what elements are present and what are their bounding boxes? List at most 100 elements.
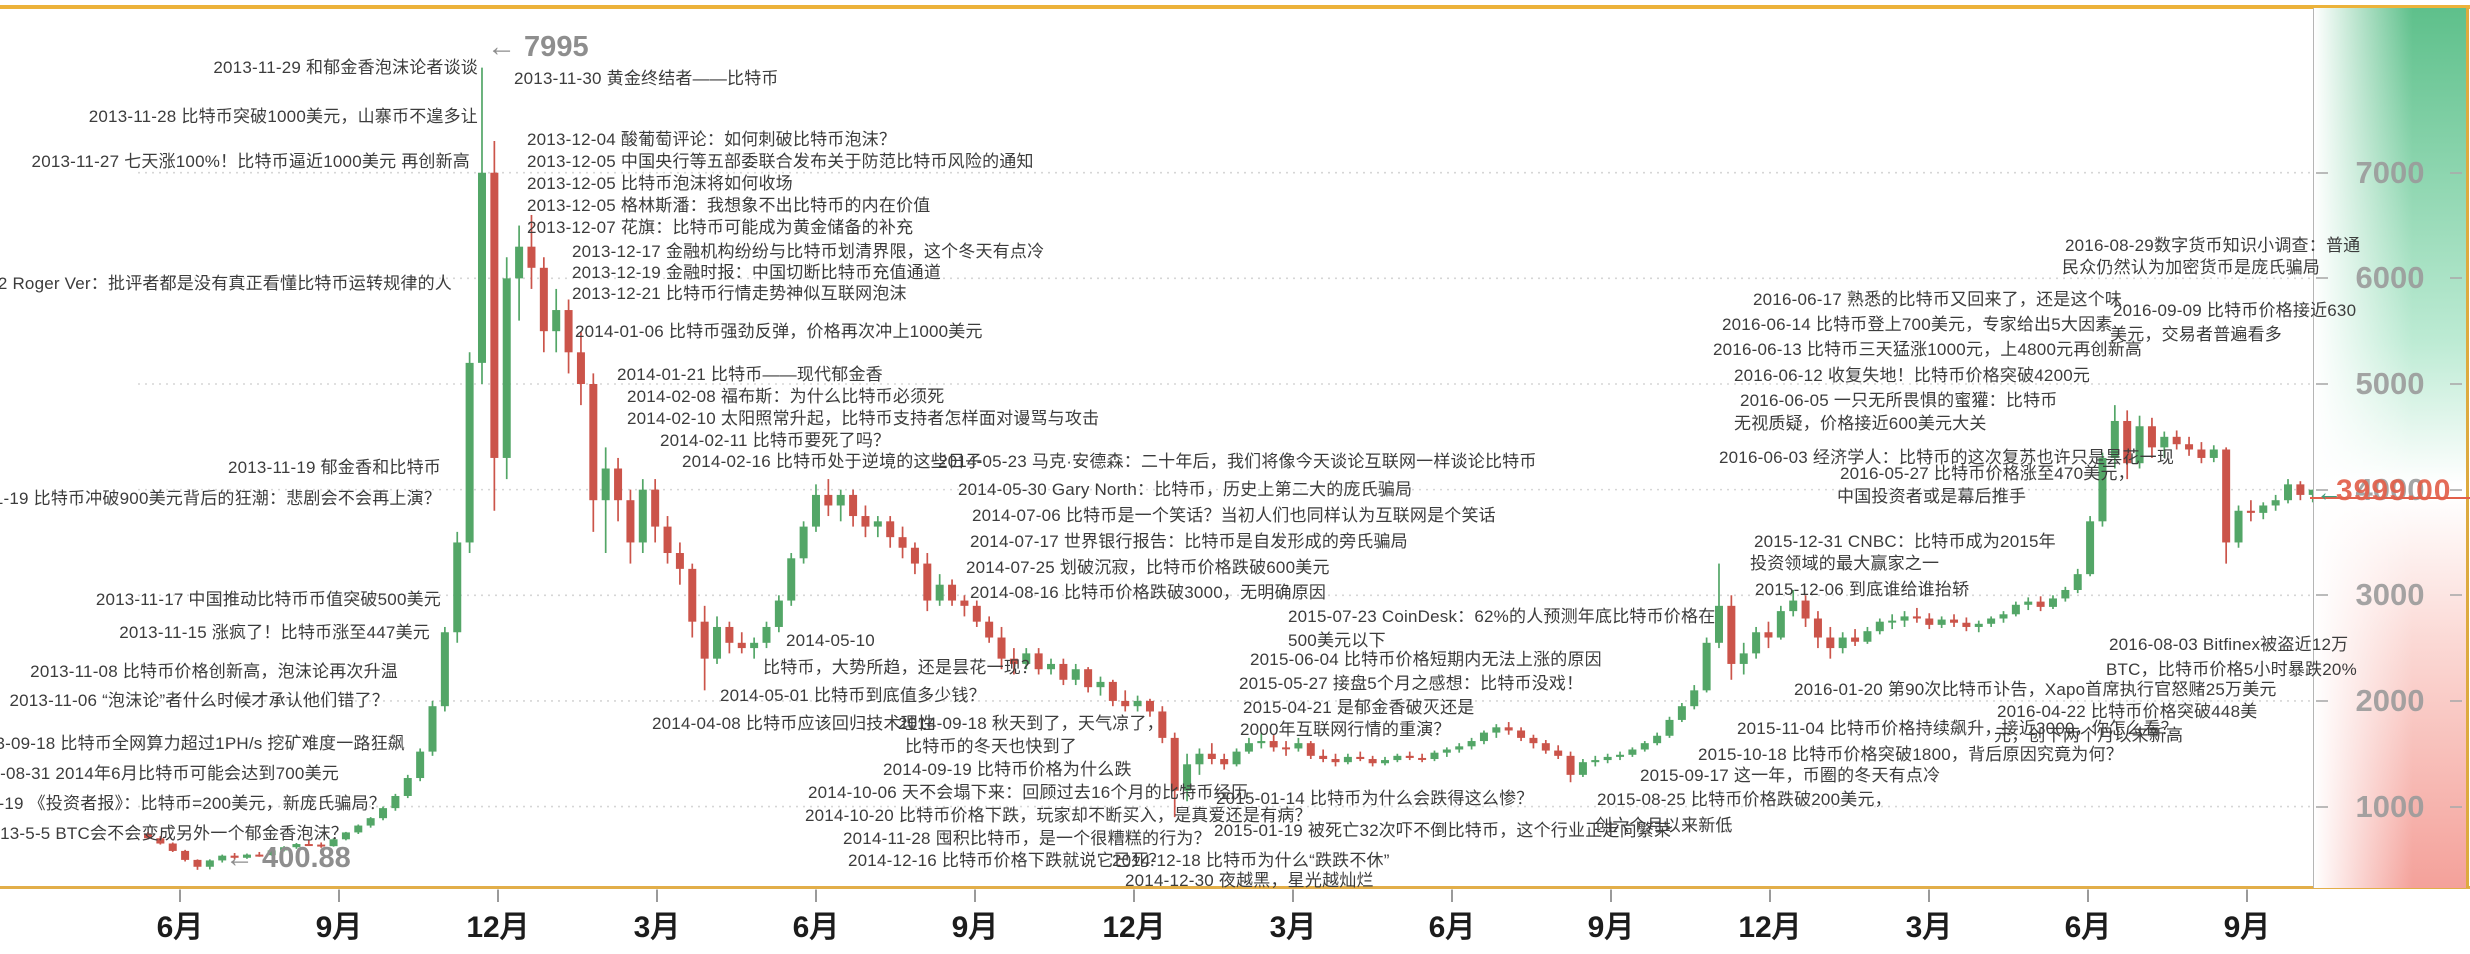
candle-body — [1220, 759, 1229, 765]
candle-body — [688, 568, 697, 622]
news-annotation: 2014-07-17 世界银行报告：比特币是自发形成的旁氏骗局 — [970, 532, 1408, 551]
candle-body — [1950, 619, 1959, 623]
y-tick — [2316, 277, 2328, 280]
candle-body — [2222, 449, 2231, 543]
x-axis-label: 9月 — [951, 911, 999, 944]
candle-body — [1047, 663, 1056, 670]
candle-body — [2024, 601, 2033, 605]
candle-body — [366, 818, 375, 826]
candle-body — [242, 854, 251, 858]
candle-body — [2123, 420, 2132, 464]
news-annotation: 2014-07-06 比特币是一个笑话？当初人们也同样认为互联网是个笑话 — [972, 506, 1496, 525]
candle-body — [2086, 521, 2095, 575]
news-annotation: 2016-08-03 Bitfinex被盗近12万 — [2109, 635, 2349, 654]
news-annotation: 2000年互联网行情的重演？ — [1240, 720, 1451, 739]
candle-body — [218, 855, 227, 861]
candle-body — [144, 834, 152, 839]
candle-body — [1962, 622, 1971, 627]
candle-body — [2185, 444, 2194, 450]
candle-body — [1912, 616, 1921, 619]
candle-body — [1479, 732, 1488, 742]
news-annotation: 2016-04-22 比特币价格突破448美 — [1997, 702, 2258, 721]
candle-body — [1987, 618, 1996, 624]
price-marker-label: ← 7995 — [487, 31, 589, 63]
news-annotation: 2015-11-04 比特币价格持续飙升，接近3000，你怎么看？ — [1737, 719, 2178, 738]
candle-body — [1183, 764, 1192, 791]
candle-body — [1739, 653, 1748, 664]
candle-body — [2073, 574, 2082, 590]
candle-body — [1455, 746, 1464, 750]
y-tick — [2450, 171, 2462, 174]
news-annotation: 2013-11-28 比特币突破1000美元，山寨币不遑多让 — [88, 107, 478, 126]
x-axis-label: 12月 — [1102, 911, 1166, 944]
candle-body — [1591, 760, 1600, 763]
candle-body — [1294, 743, 1303, 749]
news-annotation: 2015-01-19 被死亡32次吓不倒比特币，这个行业正走向繁荣 — [1214, 821, 1672, 840]
candle-body — [2209, 449, 2218, 458]
candle-body — [1418, 757, 1427, 760]
news-annotation: 2015-10-18 比特币价格突破1800，背后原因究竟为何？ — [1698, 745, 2123, 764]
candle-body — [589, 383, 598, 501]
news-annotation: 2014-10-20 比特币价格下跌，玩家却不断买入，是真爱还是有病？ — [805, 806, 1312, 825]
candle-body — [2048, 598, 2057, 607]
y-axis-label: 7000 — [2355, 154, 2425, 190]
y-tick — [2316, 171, 2328, 174]
news-annotation: 2015-07-23 CoinDesk：62%的人预测年底比特币价格在 — [1288, 607, 1716, 626]
candle-body — [564, 310, 573, 353]
current-price-label: 3999.00 — [2336, 473, 2452, 507]
candle-body — [2110, 420, 2119, 458]
candle-body — [193, 859, 202, 867]
y-tick — [2316, 594, 2328, 597]
candle-body — [1034, 653, 1043, 670]
candle-body — [1022, 653, 1031, 664]
news-annotation: 2013-12-04 酸葡萄评论：如何刺破比特币泡沫？ — [527, 130, 897, 149]
candle-body — [1331, 759, 1340, 763]
x-axis-label: 3月 — [1269, 911, 1317, 944]
candle-body — [2234, 510, 2243, 543]
news-annotation: 2013-12-17 金融机构纷纷与比特币划清界限，这个冬天有点冷 — [572, 242, 1045, 261]
x-axis-label: 3月 — [1905, 911, 1953, 944]
candle-body — [1343, 756, 1352, 763]
candle-body — [1566, 755, 1575, 775]
news-annotation: 民众仍然认为加密货币是庞氏骗局 — [2062, 258, 2320, 277]
x-axis-label: 6月 — [1428, 911, 1476, 944]
news-annotation: 2013-11-17 中国推动比特币币值突破500美元 — [95, 590, 441, 609]
candle-body — [267, 850, 276, 856]
candle-body — [935, 584, 944, 601]
y-tick — [2450, 277, 2462, 280]
candle-body — [1851, 637, 1860, 642]
candle-body — [280, 847, 289, 851]
candle-body — [1195, 753, 1204, 765]
candle-body — [1319, 755, 1328, 760]
candle-body — [1863, 631, 1872, 642]
candle-body — [725, 626, 734, 643]
candle-body — [923, 563, 932, 601]
news-annotation: 2016-06-13 比特币三天猛涨1000元，上4800元再创新高 — [1713, 340, 2143, 359]
candle-body — [824, 494, 833, 506]
candle-body — [638, 489, 647, 543]
candle-body — [700, 621, 709, 659]
candle-body — [1405, 755, 1414, 758]
candle-body — [1801, 600, 1810, 619]
candle-body — [836, 494, 845, 506]
candle-body — [948, 584, 957, 601]
candle-body — [1727, 605, 1736, 664]
candle-body — [1381, 760, 1389, 764]
candle-body — [774, 600, 783, 627]
news-annotation: 2013-12-07 花旗：比特币可能成为黄金储备的补充 — [527, 218, 914, 237]
y-tick — [2316, 488, 2328, 491]
news-annotation: 2014-05-01 比特币到底值多少钱？ — [720, 686, 986, 705]
y-tick — [2450, 699, 2462, 702]
candle-body — [2284, 484, 2293, 501]
news-annotation: 2013-09-18 比特币全网算力超过1PH/s 挖矿难度一路狂飙 — [0, 734, 405, 753]
candle-body — [1541, 743, 1550, 751]
candle-body — [1999, 614, 2008, 619]
candle-body — [651, 489, 660, 527]
candle-body — [1133, 700, 1142, 707]
news-annotation: 2016-06-03 经济学人：比特币的这次复苏也许只是昙花一现 — [1719, 448, 2175, 467]
news-annotation: 投资领域的最大赢家之一 — [1750, 554, 1940, 573]
y-tick — [2450, 805, 2462, 808]
candle-body — [663, 526, 672, 554]
